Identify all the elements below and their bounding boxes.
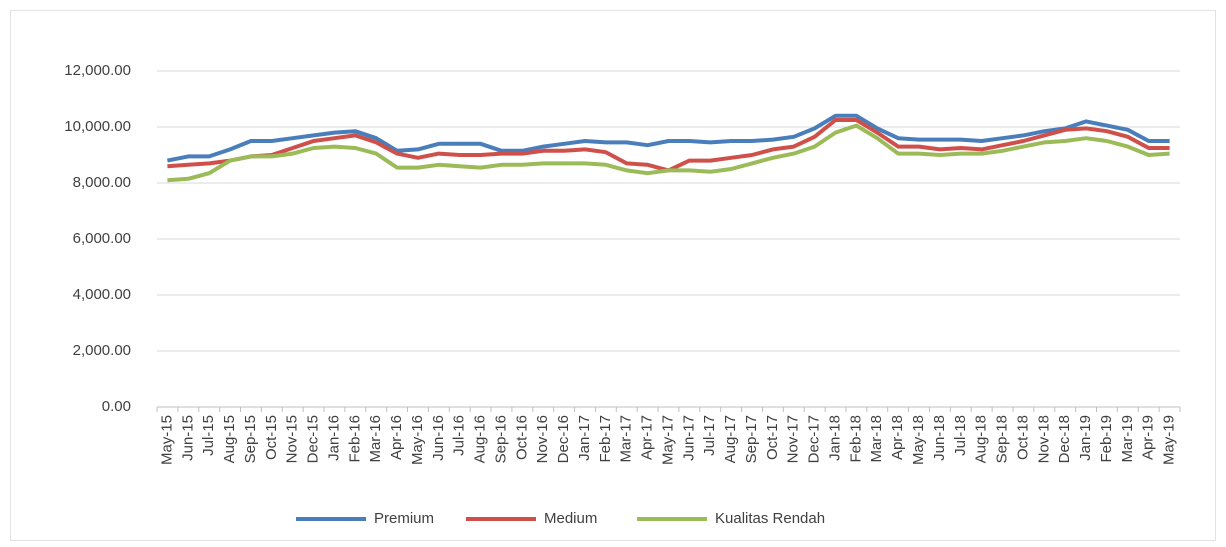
x-tick-label: Jul-16: [451, 415, 468, 456]
x-tick-label: Mar-16: [367, 415, 384, 463]
x-tick-label: Apr-16: [388, 415, 405, 460]
legend-label: Premium: [374, 510, 434, 527]
legend-label: Kualitas Rendah: [715, 510, 825, 527]
x-tick-label: Mar-17: [618, 415, 635, 463]
y-tick-label: 0.00: [102, 398, 131, 415]
x-tick-label: Apr-17: [639, 415, 656, 460]
x-tick-label: Jul-15: [200, 415, 217, 456]
x-tick-label: Nov-15: [284, 415, 301, 463]
x-tick-label: Sep-18: [994, 415, 1011, 463]
x-tick-label: Mar-19: [1119, 415, 1136, 463]
x-tick-label: Jul-17: [701, 415, 718, 456]
x-tick-label: Jun-16: [430, 415, 447, 461]
x-tick-label: Aug-18: [973, 415, 990, 463]
x-tick-label: May-19: [1161, 415, 1178, 465]
series-line: [167, 123, 1170, 183]
y-tick-label: 10,000.00: [64, 118, 131, 135]
x-tick-label: Nov-18: [1035, 415, 1052, 463]
x-tick-label: Nov-17: [785, 415, 802, 463]
y-tick-label: 4,000.00: [73, 286, 131, 303]
x-tick-label: Jan-19: [1077, 415, 1094, 461]
x-tick-label: Oct-16: [513, 415, 530, 460]
x-tick-label: Mar-18: [868, 415, 885, 463]
x-tick-label: Sep-16: [492, 415, 509, 463]
x-tick-label: Sep-15: [242, 415, 259, 463]
x-tick-label: Aug-15: [221, 415, 238, 463]
x-tick-label: May-17: [659, 415, 676, 465]
x-tick-label: Oct-15: [263, 415, 280, 460]
x-tick-label: Feb-19: [1098, 415, 1115, 463]
y-tick-label: 2,000.00: [73, 342, 131, 359]
x-tick-label: Dec-18: [1056, 415, 1073, 463]
x-tick-label: Dec-16: [555, 415, 572, 463]
y-tick-label: 6,000.00: [73, 230, 131, 247]
x-tick-label: May-18: [910, 415, 927, 465]
x-tick-label: Feb-18: [847, 415, 864, 463]
x-tick-label: Jan-18: [826, 415, 843, 461]
x-tick-label: Jan-17: [576, 415, 593, 461]
x-tick-label: Jan-16: [325, 415, 342, 461]
x-tick-label: Oct-17: [764, 415, 781, 460]
y-tick-label: 12,000.00: [64, 62, 131, 79]
x-tick-label: May-16: [409, 415, 426, 465]
x-tick-label: Jun-17: [680, 415, 697, 461]
chart-frame: [10, 10, 1216, 541]
x-tick-label: Dec-15: [305, 415, 322, 463]
x-tick-label: Dec-17: [806, 415, 823, 463]
x-tick-label: Apr-18: [889, 415, 906, 460]
x-tick-label: Jul-18: [952, 415, 969, 456]
x-tick-label: Jun-18: [931, 415, 948, 461]
x-tick-label: Aug-16: [472, 415, 489, 463]
x-tick-label: Feb-16: [346, 415, 363, 463]
legend-label: Medium: [544, 510, 597, 527]
series-line: [167, 113, 1170, 163]
x-tick-label: Feb-17: [597, 415, 614, 463]
y-tick-label: 8,000.00: [73, 174, 131, 191]
x-tick-label: Jun-15: [179, 415, 196, 461]
x-tick-label: Oct-18: [1014, 415, 1031, 460]
x-tick-label: Nov-16: [534, 415, 551, 463]
x-tick-label: Apr-19: [1140, 415, 1157, 460]
x-tick-label: Aug-17: [722, 415, 739, 463]
x-tick-label: May-15: [158, 415, 175, 465]
x-tick-label: Sep-17: [743, 415, 760, 463]
